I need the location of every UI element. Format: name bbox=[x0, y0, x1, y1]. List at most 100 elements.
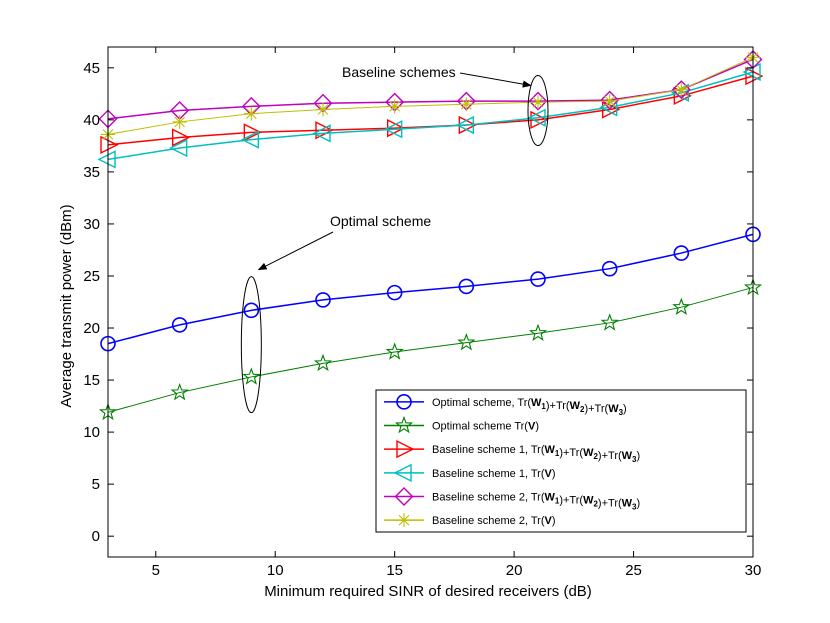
legend-label-text: ) bbox=[535, 421, 539, 433]
series-2-point bbox=[385, 342, 404, 360]
series-4-point bbox=[455, 115, 475, 135]
series-2-point bbox=[600, 313, 619, 331]
series-3-point bbox=[243, 123, 262, 142]
legend-label-bold: W bbox=[570, 400, 581, 412]
legend-label-text: )+Tr( bbox=[559, 447, 583, 459]
legend-label-text: Baseline scheme 1, Tr( bbox=[432, 444, 545, 456]
legend-label-text: Optimal scheme Tr( bbox=[432, 421, 528, 433]
legend-label-bold: W bbox=[622, 498, 633, 510]
series-6-point bbox=[674, 82, 689, 97]
legend-swatch-marker bbox=[393, 463, 412, 482]
legend-entry: Baseline scheme 2, Tr(W1)+Tr(W2)+Tr(W3) bbox=[384, 487, 641, 512]
series-1-point bbox=[243, 302, 260, 319]
legend-label-subscript: 3 bbox=[632, 503, 637, 512]
series-6-point bbox=[387, 99, 402, 114]
legend-label-bold: V bbox=[528, 421, 536, 433]
x-tick-label: 15 bbox=[386, 562, 403, 579]
optimal-arrow bbox=[257, 231, 334, 271]
legend-label-bold: W bbox=[545, 444, 556, 456]
legend-label-text: )+Tr( bbox=[559, 495, 583, 507]
series-4-point bbox=[599, 98, 618, 117]
legend-label-text: )+Tr( bbox=[584, 403, 608, 415]
legend-label-subscript: 1 bbox=[555, 497, 560, 506]
legend-swatch-marker bbox=[397, 513, 411, 528]
series-5-line bbox=[107, 58, 754, 120]
legend-label-text: ) bbox=[637, 498, 641, 510]
legend-label-text: Baseline scheme 1, Tr( bbox=[432, 468, 545, 480]
plot-frame bbox=[107, 46, 754, 558]
x-tick-label: 30 bbox=[745, 562, 762, 579]
series-6-line bbox=[107, 56, 754, 135]
series-3-point bbox=[601, 100, 621, 119]
legend-entry: Optimal scheme, Tr(W1)+Tr(W2)+Tr(W3) bbox=[384, 394, 627, 417]
series-1-point bbox=[458, 278, 475, 295]
y-tick-label: 15 bbox=[83, 372, 100, 389]
series-2-point bbox=[672, 297, 691, 315]
legend-label: Optimal scheme, Tr(W1)+Tr(W2)+Tr(W3) bbox=[432, 397, 627, 417]
x-axis-label: Minimum required SINR of desired receive… bbox=[264, 583, 592, 600]
series-3-point bbox=[171, 128, 191, 147]
x-tick-label: 25 bbox=[625, 562, 642, 579]
legend-label-text: )+Tr( bbox=[598, 498, 622, 510]
series-2-point bbox=[170, 382, 189, 401]
legend-label-text: )+Tr( bbox=[598, 450, 622, 462]
legend-label: Optimal scheme Tr(V) bbox=[432, 421, 539, 433]
y-tick-label: 10 bbox=[83, 424, 100, 441]
y-tick-label: 40 bbox=[83, 112, 100, 129]
series-1-point bbox=[530, 271, 546, 287]
series-6-point bbox=[316, 102, 330, 117]
series-3-point bbox=[745, 67, 764, 86]
series-1-point bbox=[315, 292, 331, 308]
annotation-baseline-schemes: Baseline schemes bbox=[342, 64, 456, 80]
legend-label-subscript: 2 bbox=[580, 405, 585, 414]
series-1-point bbox=[171, 317, 188, 333]
series-4-point bbox=[527, 108, 546, 127]
legend-label-subscript: 2 bbox=[593, 452, 598, 461]
series-4-point bbox=[97, 150, 116, 169]
legend-label-subscript: 1 bbox=[541, 402, 546, 411]
legend-entry: Baseline scheme 2, Tr(V) bbox=[384, 513, 556, 528]
legend-label: Baseline scheme 1, Tr(V) bbox=[432, 468, 556, 480]
legend-swatch-marker bbox=[396, 394, 412, 410]
annotation-optimal-scheme: Optimal scheme bbox=[330, 213, 431, 229]
x-tick-label: 5 bbox=[152, 562, 160, 579]
legend-label-text: )+Tr( bbox=[546, 400, 570, 412]
legend-label-text: ) bbox=[637, 450, 641, 462]
legend-label-bold: W bbox=[583, 447, 594, 459]
legend-box bbox=[375, 389, 747, 533]
series-2-line bbox=[107, 286, 754, 413]
legend-label-bold: W bbox=[608, 403, 619, 415]
series-4-point bbox=[169, 138, 188, 158]
series-3-point bbox=[100, 135, 119, 154]
legend-entry: Baseline scheme 1, Tr(V) bbox=[384, 463, 556, 482]
series-6-point bbox=[531, 95, 545, 110]
legend-label-text: Baseline scheme 2, Tr( bbox=[432, 515, 545, 527]
series-3-point bbox=[315, 121, 334, 140]
y-tick-label: 35 bbox=[83, 164, 100, 181]
series-2-point bbox=[528, 323, 548, 342]
legend-label-bold: W bbox=[622, 450, 633, 462]
series-1-line bbox=[107, 233, 754, 345]
series-4-point bbox=[240, 130, 260, 149]
x-tick-label: 10 bbox=[267, 562, 284, 579]
series-5-point bbox=[600, 90, 620, 110]
series-1-point bbox=[673, 245, 690, 261]
legend-label-text: Optimal scheme, Tr( bbox=[432, 397, 531, 409]
series-6-point bbox=[172, 114, 187, 129]
legend-label: Baseline scheme 1, Tr(W1)+Tr(W2)+Tr(W3) bbox=[432, 444, 640, 464]
annotation-layer: Baseline schemes Optimal scheme bbox=[240, 64, 549, 414]
series-4-line bbox=[107, 71, 754, 161]
legend: Optimal scheme, Tr(W1)+Tr(W2)+Tr(W3)Opti… bbox=[375, 389, 747, 533]
y-tick-label: 30 bbox=[83, 216, 100, 233]
y-tick-label: 20 bbox=[83, 320, 100, 337]
legend-label-bold: W bbox=[531, 397, 542, 409]
series-6-point bbox=[602, 94, 617, 109]
series-3-point bbox=[530, 110, 549, 129]
legend-label-text: ) bbox=[552, 468, 556, 480]
legend-label-text: ) bbox=[552, 515, 556, 527]
series-1-point bbox=[386, 284, 403, 301]
legend-label-text: ) bbox=[623, 403, 627, 415]
y-tick-label: 0 bbox=[92, 528, 100, 545]
legend-label-bold: V bbox=[545, 515, 553, 527]
